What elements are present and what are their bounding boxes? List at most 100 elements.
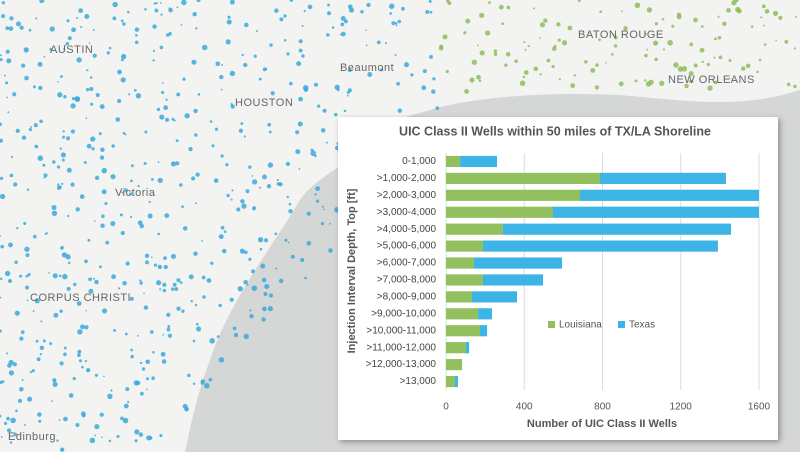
well-dot	[21, 63, 26, 68]
well-dot	[322, 108, 327, 113]
well-dot	[67, 261, 71, 265]
y-tick-label: >2,000-3,000	[377, 190, 437, 201]
well-dot	[24, 424, 27, 427]
well-dot	[26, 299, 29, 302]
well-dot	[143, 305, 149, 310]
well-dot	[543, 18, 548, 23]
well-dot	[9, 441, 13, 444]
well-dot	[297, 121, 303, 127]
well-dot	[432, 77, 436, 81]
well-dot	[57, 92, 63, 98]
well-dot	[243, 279, 248, 285]
well-dot	[245, 189, 250, 194]
y-tick-label: 0-1,000	[402, 156, 436, 167]
well-dot	[5, 81, 9, 85]
well-dot	[255, 30, 259, 33]
legend-swatch	[618, 321, 625, 328]
well-dot	[365, 44, 368, 47]
x-tick-label: 0	[443, 402, 449, 413]
well-dot	[794, 15, 797, 18]
well-dot	[52, 378, 57, 383]
well-dot	[162, 288, 167, 293]
well-dot	[180, 23, 183, 26]
well-dot	[726, 7, 731, 13]
well-dot	[191, 59, 197, 65]
well-dot	[34, 298, 40, 304]
well-dot	[253, 54, 257, 58]
well-dot	[268, 293, 273, 298]
well-dot	[661, 17, 665, 21]
bar-segment	[446, 325, 481, 337]
well-dot	[646, 7, 653, 13]
well-dot	[145, 359, 150, 365]
bar-segment	[446, 223, 503, 235]
well-dot	[287, 241, 290, 244]
well-dot	[156, 280, 162, 286]
y-tick-label: >11,000-12,000	[366, 342, 436, 353]
well-dot	[120, 231, 125, 236]
well-dot	[8, 359, 14, 366]
well-dot	[52, 160, 56, 164]
y-tick-label: >7,000-8,000	[377, 275, 437, 286]
well-dot	[699, 47, 705, 53]
well-dot	[28, 128, 33, 132]
well-dot	[16, 21, 22, 27]
well-dot	[85, 117, 88, 120]
well-dot	[479, 50, 485, 56]
well-dot	[321, 205, 324, 208]
bar-segment	[473, 257, 563, 269]
well-dot	[676, 12, 681, 17]
well-dot	[403, 62, 410, 68]
well-dot	[138, 432, 144, 437]
well-dot	[120, 19, 124, 23]
well-dot	[700, 25, 704, 28]
well-dot	[94, 424, 100, 430]
well-dot	[196, 0, 201, 3]
well-dot	[124, 133, 127, 136]
well-dot	[610, 53, 614, 56]
well-dot	[32, 310, 35, 312]
well-dot	[243, 135, 246, 138]
well-dot	[139, 279, 142, 282]
well-dot	[262, 174, 267, 180]
well-dot	[188, 146, 193, 152]
well-dot	[152, 351, 155, 354]
well-dot	[778, 15, 783, 21]
x-tick-label: 800	[594, 402, 611, 413]
well-dot	[366, 2, 371, 8]
well-dot	[249, 313, 254, 319]
well-dot	[734, 0, 739, 3]
well-dot	[73, 282, 77, 287]
well-dot	[84, 259, 88, 264]
well-dot	[42, 163, 46, 167]
well-dot	[88, 42, 91, 44]
x-axis-title: Number of UIC Class II Wells	[527, 418, 677, 430]
well-dot	[157, 264, 163, 270]
well-dot	[230, 103, 233, 106]
well-dot	[146, 388, 148, 391]
well-dot	[92, 53, 97, 58]
well-dot	[78, 8, 84, 13]
well-dot	[149, 330, 154, 334]
well-dot	[793, 47, 796, 50]
y-tick-label: >6,000-7,000	[377, 258, 437, 269]
well-dot	[63, 416, 68, 422]
bar-segment	[580, 189, 759, 201]
well-dot	[706, 62, 710, 67]
well-dot	[38, 419, 42, 423]
well-dot	[551, 65, 555, 69]
well-dot	[425, 10, 430, 14]
well-dot	[27, 396, 33, 402]
well-dot	[310, 148, 314, 152]
well-dot	[268, 130, 272, 134]
well-dot	[115, 117, 121, 122]
well-dot	[56, 165, 61, 169]
well-dot	[160, 13, 163, 16]
legend-label: Texas	[629, 320, 655, 331]
map-label: CORPUS CHRISTI	[30, 292, 131, 304]
bar-segment	[446, 274, 483, 286]
well-dot	[139, 281, 143, 285]
bar-segment	[446, 342, 466, 354]
well-dot	[533, 66, 539, 72]
well-dot	[51, 210, 58, 217]
